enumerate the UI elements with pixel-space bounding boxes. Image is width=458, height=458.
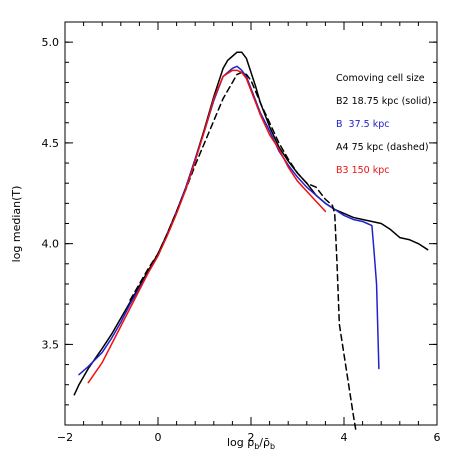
- y-axis-label: log median(T): [10, 186, 23, 263]
- x-tick-label: 2: [248, 431, 255, 444]
- y-tick-label: 4.5: [42, 137, 60, 150]
- x-tick-label: 4: [341, 431, 348, 444]
- series-line-0: [73, 51, 429, 396]
- tick-labels: −2 0 2 4 6 3.5 4.0 4.5 5.0: [42, 36, 441, 444]
- y-tick-label: 3.5: [42, 338, 60, 351]
- x-axis-label-sub2: b: [270, 442, 275, 451]
- series-layer: [73, 51, 429, 430]
- x-tick-label: 0: [155, 431, 162, 444]
- legend-entry-b2: B2 18.75 kpc (solid): [336, 96, 431, 107]
- x-axis-label-main: log ρ: [227, 436, 254, 449]
- x-tick-label: 6: [434, 431, 441, 444]
- legend-entry-a4: A4 75 kpc (dashed): [336, 142, 429, 153]
- series-line-3: [87, 69, 327, 384]
- x-axis-label-rho-bar: ρ̄: [263, 436, 270, 449]
- legend-title: Comoving cell size: [336, 73, 425, 84]
- legend: Comoving cell size B2 18.75 kpc (solid) …: [336, 73, 431, 176]
- y-tick-label: 4.0: [42, 238, 60, 251]
- series-line-1: [78, 65, 380, 376]
- x-axis-label: log ρb/ρ̄b: [227, 436, 275, 451]
- x-tick-label: −2: [57, 431, 73, 444]
- legend-entry-b3: B3 150 kpc: [336, 165, 390, 176]
- legend-entry-b: B 37.5 kpc: [336, 119, 389, 130]
- y-tick-label: 5.0: [42, 36, 60, 49]
- x-axis-label-slash: /: [259, 436, 263, 449]
- x-axis-label-sub1: b: [254, 442, 259, 451]
- series-line-2: [129, 71, 357, 430]
- axis-ticks: [64, 21, 438, 426]
